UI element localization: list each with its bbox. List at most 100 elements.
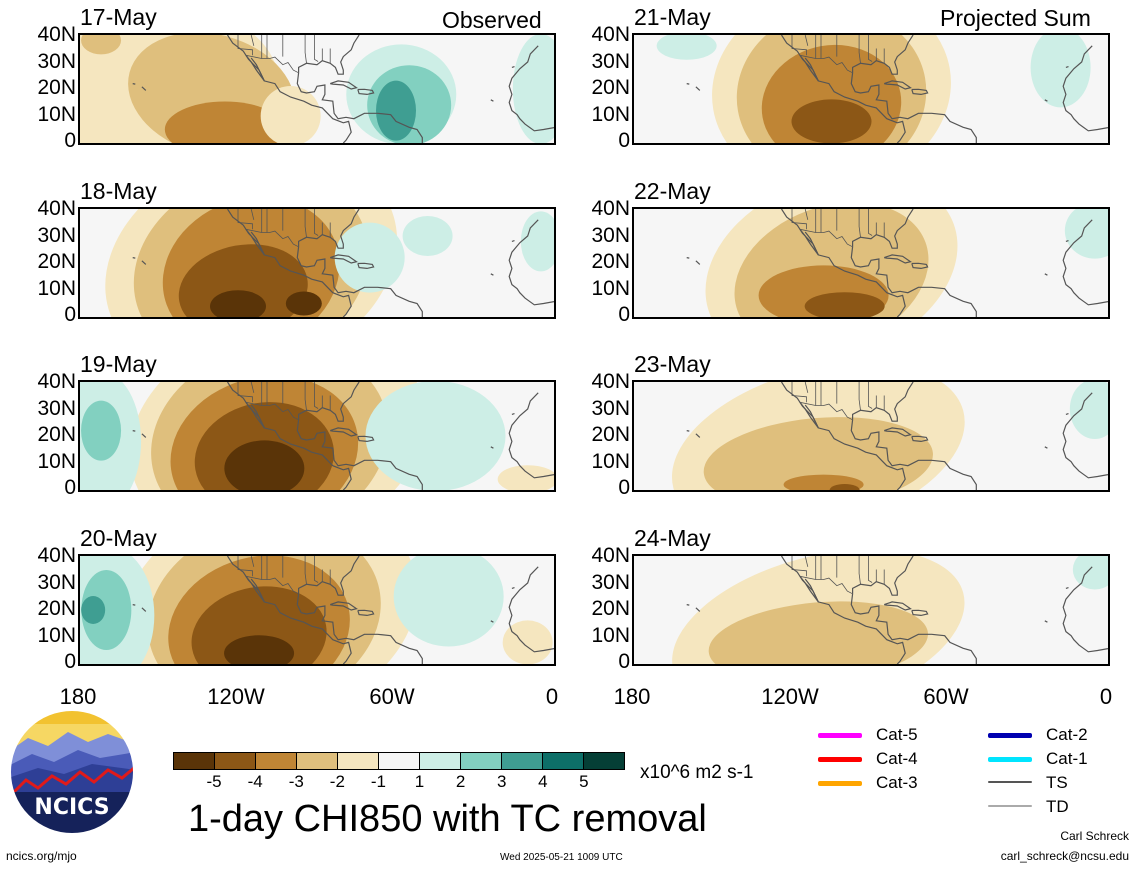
colorbar-swatch	[420, 753, 461, 769]
projected-sum-label: Projected Sum	[940, 5, 1091, 31]
lat-label: 40N	[37, 23, 76, 46]
colorbar-swatch	[174, 753, 215, 769]
lat-label: 0	[618, 476, 630, 499]
storm-legend-line	[818, 733, 862, 738]
colorbar-swatch	[297, 753, 338, 769]
lon-label-0-right: 0	[1099, 684, 1113, 709]
lon-label-0-left: 0	[545, 684, 559, 709]
lat-label: 0	[64, 129, 76, 152]
lat-label: 20N	[591, 250, 630, 273]
map-panel-left-3	[78, 554, 556, 666]
chi850-anomaly-map	[656, 35, 1108, 143]
lat-label: 20N	[37, 597, 76, 620]
lon-label-120w-right: 120W	[761, 684, 819, 709]
chi850-anomaly-map	[80, 382, 554, 490]
lat-label: 40N	[591, 544, 630, 567]
map-panel-right-0	[632, 33, 1110, 145]
lat-label: 0	[618, 129, 630, 152]
footer-url[interactable]: ncics.org/mjo	[6, 849, 77, 863]
panel-date-22-may: 22-May	[634, 178, 711, 204]
lat-label: 40N	[591, 370, 630, 393]
panel-date-21-may: 21-May	[634, 4, 711, 30]
map-panel-right-3	[632, 554, 1110, 666]
colorbar-swatch	[379, 753, 420, 769]
lat-label: 10N	[37, 102, 76, 126]
lat-label: 10N	[37, 623, 76, 647]
lon-label-120w-left: 120W	[207, 684, 265, 709]
map-panel-right-1	[632, 207, 1110, 319]
colorbar-tick-label: 4	[538, 772, 548, 791]
lon-label-60w-right: 60W	[923, 684, 969, 709]
storm-legend-label: TD	[1046, 797, 1069, 816]
chi850-anomaly-map	[672, 556, 1108, 664]
lon-label-180-right: 180	[613, 684, 651, 709]
storm-legend-label: Cat-3	[876, 773, 918, 792]
lat-label: 30N	[37, 49, 76, 73]
lat-label: 0	[64, 650, 76, 673]
lat-label: 40N	[591, 197, 630, 220]
storm-legend-label: Cat-4	[876, 749, 918, 768]
lat-label: 0	[618, 303, 630, 326]
footer-author: Carl Schreck	[1060, 829, 1129, 843]
storm-legend-line	[988, 781, 1032, 783]
lat-label: 30N	[37, 223, 76, 247]
colorbar-swatch	[338, 753, 379, 769]
colorbar-tick-label: -1	[370, 772, 387, 791]
colorbar-swatch	[256, 753, 297, 769]
panel-date-20-may: 20-May	[80, 525, 157, 551]
colorbar-tick-label: 2	[455, 772, 466, 791]
footer-email[interactable]: carl_schreck@ncsu.edu	[1000, 849, 1129, 863]
colorbar-tick-label: 1	[414, 772, 425, 791]
lat-label: 10N	[591, 623, 630, 647]
map-panel-left-1	[78, 207, 556, 319]
lat-label: 30N	[591, 223, 630, 247]
storm-legend-line	[988, 805, 1032, 807]
colorbar-tick-label: -5	[206, 772, 222, 791]
lat-label: 0	[618, 650, 630, 673]
lat-label: 40N	[591, 23, 630, 46]
colorbar	[173, 752, 625, 770]
storm-legend-line	[988, 757, 1032, 762]
lat-label: 20N	[591, 76, 630, 99]
colorbar-swatch	[215, 753, 256, 769]
storm-legend-line	[818, 757, 862, 762]
observed-label: Observed	[442, 7, 542, 33]
colorbar-tick-label: -3	[288, 772, 304, 791]
chi850-anomaly-map	[686, 209, 1108, 317]
lat-label: 20N	[37, 76, 76, 99]
lat-label: 20N	[591, 597, 630, 620]
lat-label: 40N	[37, 197, 76, 220]
chi850-anomaly-map	[80, 556, 554, 664]
colorbar-tick-label: 5	[579, 772, 589, 791]
colorbar-tick-label: 3	[496, 772, 507, 791]
lat-label: 20N	[591, 423, 630, 446]
chi850-anomaly-map	[80, 35, 554, 143]
colorbar-swatch	[502, 753, 543, 769]
panel-date-17-may: 17-May	[80, 4, 157, 30]
storm-legend-label: Cat-1	[1046, 749, 1088, 768]
storm-legend-line	[818, 781, 862, 786]
lat-label: 30N	[591, 49, 630, 73]
chi850-anomaly-map	[105, 209, 554, 317]
logo-text: NCICS	[34, 795, 109, 820]
panel-date-23-may: 23-May	[634, 351, 711, 377]
storm-legend-line	[988, 733, 1032, 738]
lon-label-60w-left: 60W	[369, 684, 415, 709]
footer-timestamp: Wed 2025-05-21 1009 UTC	[500, 852, 623, 863]
lat-label: 10N	[591, 449, 630, 473]
lat-label: 10N	[591, 276, 630, 300]
panel-date-24-may: 24-May	[634, 525, 711, 551]
colorbar-tick-label: -4	[247, 772, 263, 791]
map-panel-right-2	[632, 380, 1110, 492]
storm-legend-label: TS	[1046, 773, 1068, 792]
colorbar-units: x10^6 m2 s-1	[640, 762, 754, 783]
panel-date-18-may: 18-May	[80, 178, 157, 204]
panel-date-19-may: 19-May	[80, 351, 157, 377]
storm-legend-label: Cat-2	[1046, 725, 1088, 744]
chi850-anomaly-map	[671, 382, 1108, 490]
lat-label: 40N	[37, 370, 76, 393]
lat-label: 30N	[37, 396, 76, 420]
map-panel-left-2	[78, 380, 556, 492]
lat-label: 30N	[591, 570, 630, 594]
chart-title: 1-day CHI850 with TC removal	[188, 798, 707, 840]
